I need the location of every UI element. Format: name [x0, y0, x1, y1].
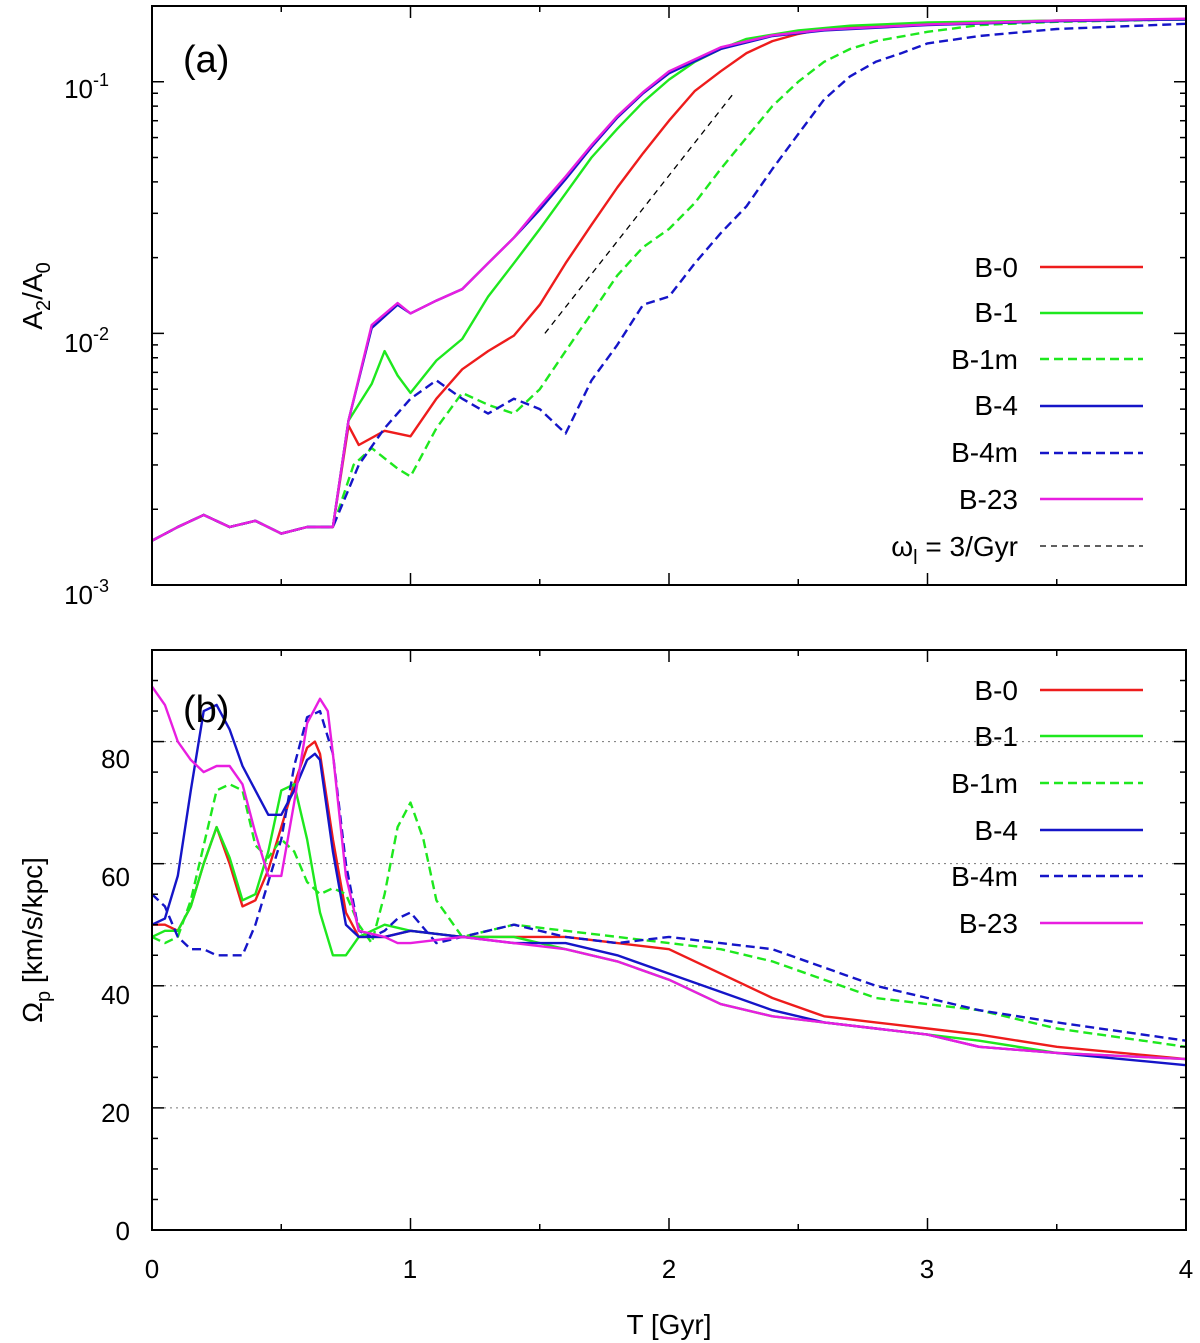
- panel-b-series-b-4m: [151, 709, 1187, 1042]
- y-tick-label-1e-2: 10-2: [64, 324, 109, 358]
- legend-a-label-b1m: B-1m: [951, 344, 1018, 375]
- x-tick-label-3: 3: [920, 1254, 934, 1284]
- panel-b-series: [151, 685, 1187, 1067]
- legend-a-label-growth-rate: ωl = 3/Gyr: [891, 531, 1018, 569]
- legend-b-label-b4: B-4: [974, 815, 1018, 846]
- panel-b-series-b-0: [152, 740, 1187, 1061]
- panel-a: 10-1 10-2 10-3 A2/A0 (a) B-0 B-1 B-1m B-…: [17, 5, 1187, 610]
- panel-a-series-b-23: [151, 17, 1187, 542]
- legend-a-label-b0: B-0: [974, 252, 1018, 283]
- y-tick-label-1e-3: 10-3: [64, 576, 109, 610]
- y-tick-label-20: 20: [101, 1098, 130, 1128]
- panel-a-ticks: [151, 5, 1187, 586]
- panel-b-label: (b): [183, 689, 229, 731]
- panel-a-series: [151, 17, 1187, 542]
- panel-b: 0 20 40 60 80 0 1 2 3 4 T [Gyr] Ωp [km/s…: [17, 649, 1193, 1340]
- panel-a-series-l-3-gyr: [544, 92, 735, 334]
- panel-b-series-b-23: [151, 685, 1187, 1061]
- legend-b-label-b4m: B-4m: [951, 861, 1018, 892]
- x-tick-label-0: 0: [145, 1254, 159, 1284]
- panel-a-series-b-1m: [151, 18, 1187, 542]
- panel-a-label: (a): [183, 39, 229, 81]
- legend-a-label-b4m: B-4m: [951, 437, 1018, 468]
- x-tick-label-2: 2: [662, 1254, 676, 1284]
- panel-a-series-b-0: [151, 18, 1187, 542]
- panel-a-series-b-1: [151, 18, 1187, 542]
- panel-a-frame: [151, 5, 1187, 586]
- y-tick-label-1e-1: 10-1: [64, 70, 109, 104]
- y-tick-label-40: 40: [101, 980, 130, 1010]
- legend-a-label-b23: B-23: [959, 484, 1018, 515]
- panel-a-series-b-4: [151, 18, 1187, 542]
- panel-b-ticks: [151, 650, 1187, 1231]
- panel-b-series-b-4: [151, 703, 1187, 1067]
- panel-b-series-b-1m: [151, 783, 1187, 1048]
- y-tick-label-0: 0: [116, 1216, 130, 1246]
- legend-b-label-b23: B-23: [959, 908, 1018, 939]
- panel-b-legend: B-0 B-1 B-1m B-4 B-4m B-23: [951, 675, 1143, 939]
- x-tick-label-1: 1: [403, 1254, 417, 1284]
- legend-a-label-b4: B-4: [974, 390, 1018, 421]
- y-tick-label-80: 80: [101, 744, 130, 774]
- x-axis-title: T [Gyr]: [626, 1309, 711, 1340]
- legend-b-label-b1m: B-1m: [951, 768, 1018, 799]
- panel-a-y-axis-title: A2/A0: [17, 262, 55, 329]
- panel-b-frame: [151, 649, 1187, 1231]
- x-tick-label-4: 4: [1179, 1254, 1193, 1284]
- legend-a-label-b1: B-1: [974, 297, 1018, 328]
- y-tick-label-60: 60: [101, 862, 130, 892]
- legend-b-label-b0: B-0: [974, 675, 1018, 706]
- panel-a-series-b-4m: [151, 22, 1187, 542]
- panel-a-legend: B-0 B-1 B-1m B-4 B-4m B-23 ωl = 3/Gyr: [891, 252, 1143, 569]
- legend-b-label-b1: B-1: [974, 721, 1018, 752]
- panel-b-gridlines: [152, 741, 1186, 1109]
- panel-b-y-axis-title: Ωp [km/s/kpc]: [17, 857, 55, 1023]
